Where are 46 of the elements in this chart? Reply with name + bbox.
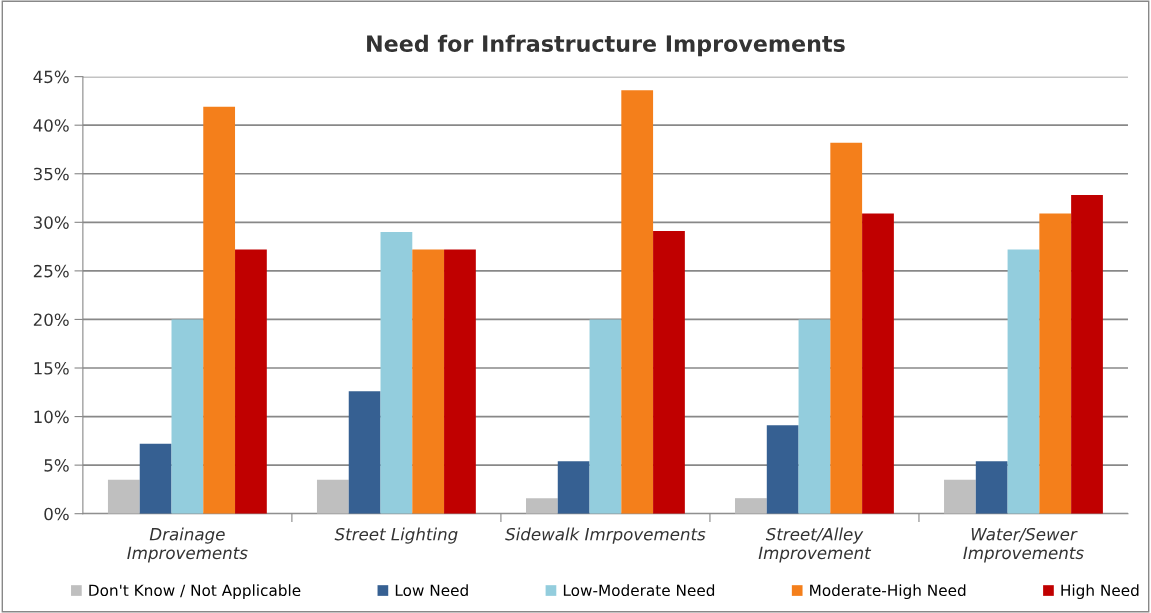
bar xyxy=(944,479,976,514)
chart-title: Need for Infrastructure Improvements xyxy=(367,34,845,57)
bar xyxy=(526,498,558,514)
legend-label: Low-Moderate Need xyxy=(563,584,715,597)
bar xyxy=(589,319,622,514)
y-tick-label: 30% xyxy=(33,216,69,229)
x-tick-label: Drainage Improvements xyxy=(127,527,248,563)
y-tick-label: 15% xyxy=(34,361,69,375)
bar xyxy=(316,479,349,514)
legend-label: Low Need xyxy=(395,584,468,597)
bar xyxy=(139,443,172,514)
bar xyxy=(621,90,654,514)
bar xyxy=(412,249,445,514)
x-tick-label: Water/Sewer Improvements xyxy=(963,527,1084,563)
bar xyxy=(444,249,476,514)
bar xyxy=(735,498,767,514)
y-tick-label: 45% xyxy=(33,70,69,84)
x-tick-label: Street/Alley Improvement xyxy=(758,527,872,563)
bar xyxy=(653,231,685,514)
legend-label: Moderate-High Need xyxy=(810,584,966,600)
bar xyxy=(171,319,204,514)
legend-label: Don't Know / Not Applicable xyxy=(89,584,301,600)
y-tick-label: 35% xyxy=(33,167,69,181)
bar xyxy=(1007,249,1040,514)
y-tick-label: 40% xyxy=(33,119,69,132)
bar xyxy=(798,319,831,514)
bar xyxy=(862,213,894,514)
y-tick-label: 0% xyxy=(44,507,69,521)
y-tick-label: 20% xyxy=(33,313,69,327)
bar xyxy=(1039,213,1072,514)
legend-label: High Need xyxy=(1061,584,1139,600)
bar xyxy=(235,249,267,514)
bar xyxy=(557,461,590,514)
bar xyxy=(107,479,140,514)
y-tick-label: 10% xyxy=(34,410,69,424)
y-tick-label: 5% xyxy=(44,459,69,472)
bar xyxy=(766,425,799,514)
bar xyxy=(203,106,236,514)
y-tick-label: 25% xyxy=(33,264,69,278)
bar xyxy=(348,391,381,514)
x-tick-label: Sidewalk Imrpovements xyxy=(505,527,706,544)
x-tick-label: Street Lighting xyxy=(334,527,458,544)
bar xyxy=(380,232,413,514)
bar xyxy=(1071,195,1103,514)
bar xyxy=(975,461,1008,514)
bar xyxy=(830,142,863,514)
